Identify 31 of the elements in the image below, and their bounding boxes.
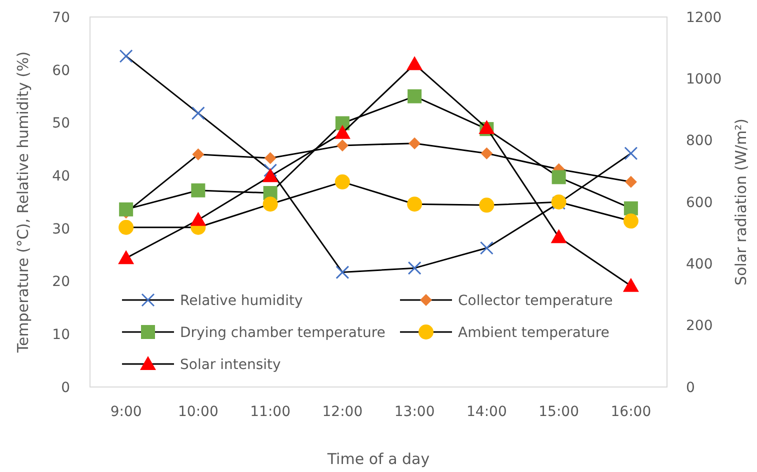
- y2-tick-label: 0: [686, 380, 695, 396]
- y2-tick-label: 1200: [686, 10, 722, 26]
- x-tick-label: 9:00: [110, 404, 142, 420]
- legend-label: Ambient temperature: [458, 324, 610, 341]
- y-tick-label: 60: [52, 62, 70, 79]
- legend-label: Relative humidity: [180, 292, 303, 309]
- y-tick-label: 30: [52, 221, 70, 238]
- x-tick-label: 12:00: [322, 404, 363, 420]
- x-tick-label: 15:00: [538, 404, 579, 420]
- y-tick-label: 0: [61, 380, 70, 396]
- y-tick-label: 10: [52, 327, 70, 344]
- y-tick-label: 50: [52, 116, 70, 132]
- x-tick-label: 10:00: [178, 404, 218, 420]
- y2-tick-label: 800: [686, 133, 713, 150]
- x-tick-label: 14:00: [466, 404, 507, 420]
- x-tick-label: 11:00: [250, 404, 290, 420]
- y-tick-label: 70: [52, 10, 70, 26]
- y2-tick-label: 200: [686, 318, 713, 334]
- x-axis-title: Time of a day: [326, 450, 430, 468]
- x-tick-label: 13:00: [394, 404, 435, 420]
- y2-tick-label: 400: [686, 256, 713, 273]
- x-tick-label: 16:00: [610, 404, 652, 420]
- y-tick-label: 40: [52, 168, 70, 184]
- y-axis-title: Temperature (°C), Relative humidity (%): [14, 51, 32, 354]
- legend-label: Drying chamber temperature: [180, 324, 386, 341]
- legend-label: Collector temperature: [458, 292, 613, 309]
- y-tick-label: 20: [52, 274, 70, 290]
- y2-tick-label: 600: [686, 194, 713, 211]
- y2-axis-title: Solar radiation (W/m²): [732, 118, 750, 286]
- y2-tick-label: 1000: [686, 72, 722, 88]
- legend-label: Solar intensity: [180, 356, 281, 373]
